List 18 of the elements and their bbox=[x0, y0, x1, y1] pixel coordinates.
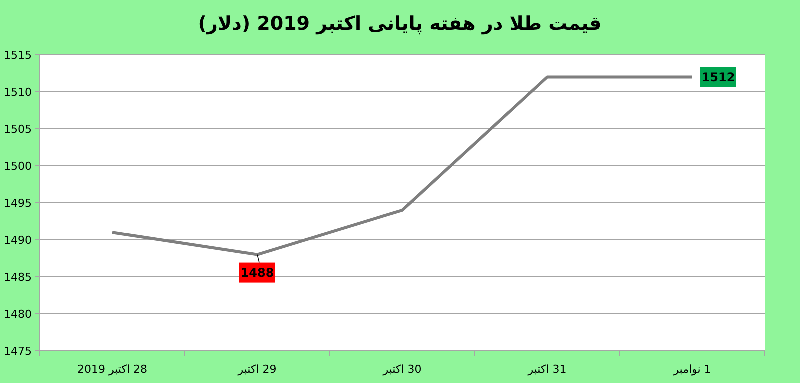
y-tick-label: 1485 bbox=[4, 270, 32, 284]
annotation: 1512 bbox=[702, 70, 736, 84]
y-tick-label: 1510 bbox=[4, 86, 32, 99]
x-tick-label: 1 نوامبر bbox=[672, 363, 712, 376]
y-tick-label: 1500 bbox=[4, 160, 32, 173]
y-tick-label: 1495 bbox=[4, 196, 32, 210]
x-tick-label: 29 اکتبر bbox=[237, 363, 277, 376]
y-tick-label: 1475 bbox=[4, 344, 32, 358]
chart-title: قیمت طلا در هفته پایانی اکتبر 2019 (دلار) bbox=[198, 13, 602, 35]
y-tick-label: 1490 bbox=[4, 234, 32, 247]
x-tick-label: 30 اکتبر bbox=[382, 363, 422, 376]
y-tick-label: 1480 bbox=[4, 308, 32, 321]
annotation: 1488 bbox=[240, 266, 274, 280]
y-tick-label: 1505 bbox=[4, 122, 32, 136]
x-tick-label: 28 اکتبر 2019 bbox=[78, 363, 148, 376]
line-series bbox=[111, 76, 694, 256]
y-tick-label: 1515 bbox=[4, 48, 32, 62]
x-tick-label: 31 اکتبر bbox=[527, 363, 567, 376]
